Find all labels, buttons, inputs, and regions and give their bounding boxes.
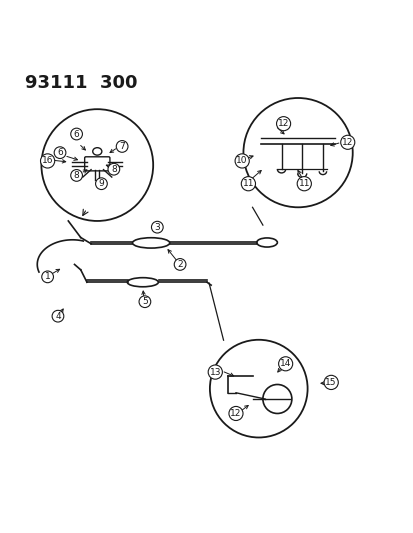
Text: 6: 6 xyxy=(57,148,63,157)
Text: 16: 16 xyxy=(42,156,53,165)
Text: 93111  300: 93111 300 xyxy=(25,74,137,92)
Text: 5: 5 xyxy=(142,297,147,306)
Text: 9: 9 xyxy=(98,179,104,188)
Text: 8: 8 xyxy=(111,165,116,174)
Text: 6: 6 xyxy=(74,130,79,139)
Text: 4: 4 xyxy=(55,312,61,321)
Text: 14: 14 xyxy=(279,359,291,368)
Text: 11: 11 xyxy=(242,179,254,188)
Text: 13: 13 xyxy=(209,368,221,377)
Text: 2: 2 xyxy=(177,260,183,269)
Text: 15: 15 xyxy=(325,378,336,387)
Text: 7: 7 xyxy=(119,142,125,151)
Text: 11: 11 xyxy=(298,179,309,188)
Text: 3: 3 xyxy=(154,223,160,232)
Text: 8: 8 xyxy=(74,171,79,180)
Text: 12: 12 xyxy=(230,409,241,418)
Text: 10: 10 xyxy=(236,156,247,165)
Text: 12: 12 xyxy=(277,119,289,128)
Text: 1: 1 xyxy=(45,272,50,281)
Text: 12: 12 xyxy=(341,138,353,147)
FancyBboxPatch shape xyxy=(84,157,109,171)
